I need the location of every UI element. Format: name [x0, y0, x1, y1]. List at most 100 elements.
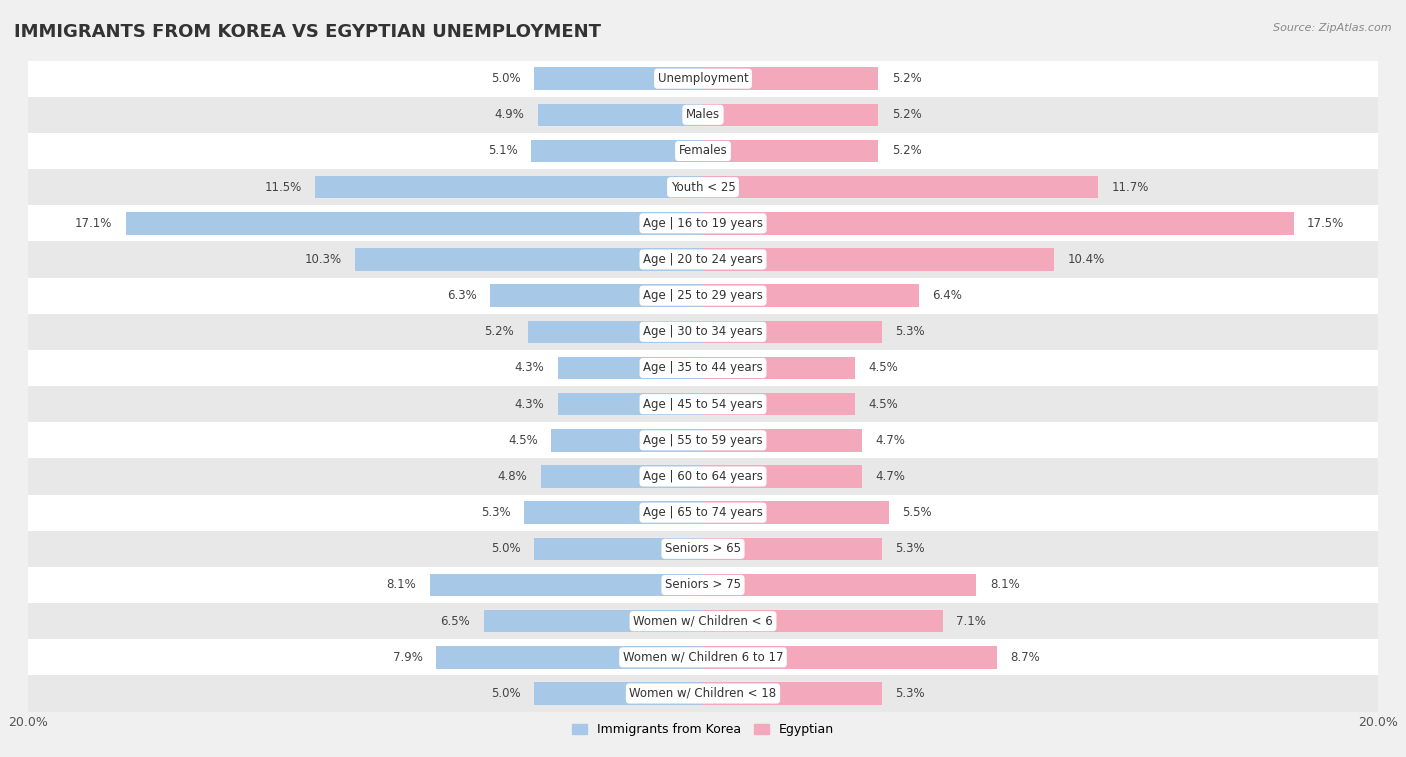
Text: 5.0%: 5.0% [491, 542, 520, 556]
Text: 5.0%: 5.0% [491, 72, 520, 85]
Bar [703, 104, 879, 126]
Text: 17.5%: 17.5% [1308, 217, 1344, 230]
Text: 8.1%: 8.1% [387, 578, 416, 591]
Bar [703, 321, 882, 343]
Text: 11.5%: 11.5% [264, 181, 301, 194]
Text: Females: Females [679, 145, 727, 157]
Bar [28, 169, 1378, 205]
Text: Youth < 25: Youth < 25 [671, 181, 735, 194]
Text: 5.3%: 5.3% [481, 506, 510, 519]
Text: 8.1%: 8.1% [990, 578, 1019, 591]
Bar [558, 357, 703, 379]
Text: 11.7%: 11.7% [1111, 181, 1149, 194]
Text: 4.8%: 4.8% [498, 470, 527, 483]
Text: Seniors > 65: Seniors > 65 [665, 542, 741, 556]
Bar [531, 140, 703, 162]
Bar [28, 459, 1378, 494]
Text: 4.3%: 4.3% [515, 362, 544, 375]
Bar [703, 537, 882, 560]
Text: 5.2%: 5.2% [891, 72, 922, 85]
Text: 7.1%: 7.1% [956, 615, 986, 628]
Text: 4.9%: 4.9% [495, 108, 524, 121]
Bar [703, 610, 942, 632]
Bar [28, 278, 1378, 313]
Bar [28, 313, 1378, 350]
Text: Age | 16 to 19 years: Age | 16 to 19 years [643, 217, 763, 230]
Text: 4.5%: 4.5% [869, 397, 898, 410]
Text: 6.5%: 6.5% [440, 615, 470, 628]
Bar [551, 429, 703, 451]
Bar [28, 675, 1378, 712]
Text: 10.3%: 10.3% [305, 253, 342, 266]
Bar [703, 393, 855, 416]
Text: 5.3%: 5.3% [896, 326, 925, 338]
Bar [703, 357, 855, 379]
Bar [28, 639, 1378, 675]
Text: Unemployment: Unemployment [658, 72, 748, 85]
Bar [537, 104, 703, 126]
Bar [703, 176, 1098, 198]
Bar [28, 531, 1378, 567]
Text: Age | 65 to 74 years: Age | 65 to 74 years [643, 506, 763, 519]
Bar [484, 610, 703, 632]
Text: 5.2%: 5.2% [891, 108, 922, 121]
Text: 6.4%: 6.4% [932, 289, 962, 302]
Text: 4.3%: 4.3% [515, 397, 544, 410]
Bar [28, 567, 1378, 603]
Bar [534, 537, 703, 560]
Legend: Immigrants from Korea, Egyptian: Immigrants from Korea, Egyptian [567, 718, 839, 741]
Bar [28, 61, 1378, 97]
Text: Age | 55 to 59 years: Age | 55 to 59 years [643, 434, 763, 447]
Bar [703, 285, 920, 307]
Text: Women w/ Children 6 to 17: Women w/ Children 6 to 17 [623, 651, 783, 664]
Bar [491, 285, 703, 307]
Text: 17.1%: 17.1% [75, 217, 112, 230]
Text: 4.5%: 4.5% [869, 362, 898, 375]
Text: Age | 30 to 34 years: Age | 30 to 34 years [643, 326, 763, 338]
Text: Women w/ Children < 18: Women w/ Children < 18 [630, 687, 776, 700]
Text: Seniors > 75: Seniors > 75 [665, 578, 741, 591]
Bar [703, 67, 879, 90]
Bar [703, 574, 976, 597]
Bar [28, 422, 1378, 459]
Text: Age | 25 to 29 years: Age | 25 to 29 years [643, 289, 763, 302]
Bar [28, 241, 1378, 278]
Text: 5.3%: 5.3% [896, 687, 925, 700]
Bar [703, 212, 1294, 235]
Bar [703, 248, 1054, 271]
Text: 4.5%: 4.5% [508, 434, 537, 447]
Text: Source: ZipAtlas.com: Source: ZipAtlas.com [1274, 23, 1392, 33]
Text: 6.3%: 6.3% [447, 289, 477, 302]
Bar [28, 97, 1378, 133]
Text: 5.1%: 5.1% [488, 145, 517, 157]
Bar [356, 248, 703, 271]
Bar [28, 494, 1378, 531]
Bar [28, 205, 1378, 241]
Text: 5.2%: 5.2% [891, 145, 922, 157]
Text: 5.2%: 5.2% [484, 326, 515, 338]
Text: 8.7%: 8.7% [1010, 651, 1040, 664]
Bar [527, 321, 703, 343]
Bar [436, 646, 703, 668]
Bar [127, 212, 703, 235]
Bar [703, 682, 882, 705]
Bar [703, 429, 862, 451]
Bar [430, 574, 703, 597]
Text: 5.0%: 5.0% [491, 687, 520, 700]
Text: Males: Males [686, 108, 720, 121]
Text: 5.5%: 5.5% [903, 506, 932, 519]
Text: 10.4%: 10.4% [1067, 253, 1105, 266]
Bar [534, 67, 703, 90]
Text: IMMIGRANTS FROM KOREA VS EGYPTIAN UNEMPLOYMENT: IMMIGRANTS FROM KOREA VS EGYPTIAN UNEMPL… [14, 23, 600, 41]
Text: Age | 45 to 54 years: Age | 45 to 54 years [643, 397, 763, 410]
Bar [534, 682, 703, 705]
Text: Age | 35 to 44 years: Age | 35 to 44 years [643, 362, 763, 375]
Text: 7.9%: 7.9% [394, 651, 423, 664]
Text: 4.7%: 4.7% [875, 434, 905, 447]
Bar [703, 466, 862, 488]
Bar [28, 603, 1378, 639]
Text: Age | 20 to 24 years: Age | 20 to 24 years [643, 253, 763, 266]
Text: Women w/ Children < 6: Women w/ Children < 6 [633, 615, 773, 628]
Text: 5.3%: 5.3% [896, 542, 925, 556]
Bar [558, 393, 703, 416]
